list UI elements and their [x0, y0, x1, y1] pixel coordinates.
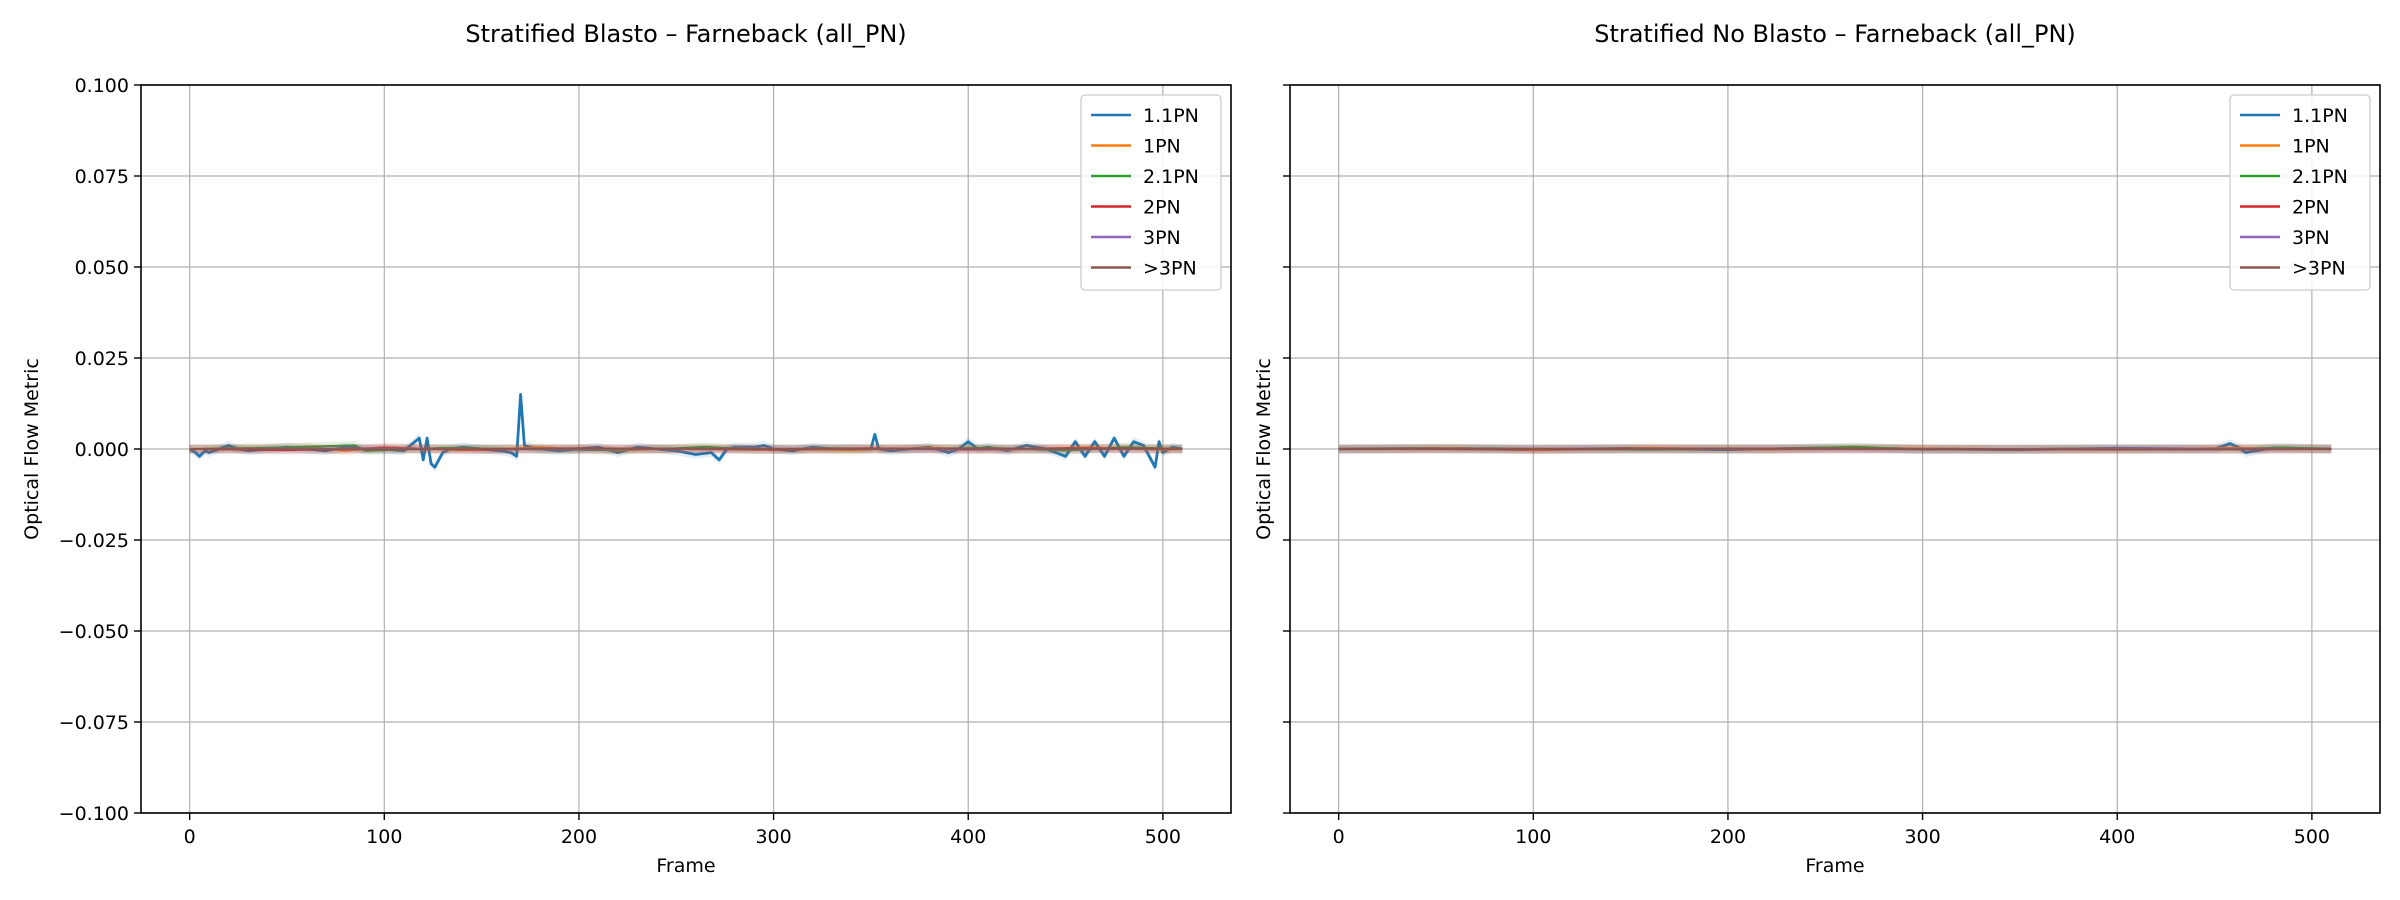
chart-panel-2: 0 100 200 300 400 500 Stratified No Blasto – F…	[1253, 20, 2381, 877]
y-axis-label: Optical Flow Metric	[1253, 358, 1275, 540]
legend-label: 1PN	[2292, 136, 2330, 158]
x-tick-label: 300	[1904, 826, 1940, 848]
chart-panel-1: 0 100 200 300 400 500 −0.100 −0.075 −0.050 −0.025…	[21, 20, 1232, 877]
y-tick-label: 0.000	[75, 439, 129, 461]
legend-label: 1PN	[1143, 136, 1181, 158]
legend-label: >3PN	[2292, 258, 2346, 280]
x-tick-label: 300	[755, 826, 791, 848]
legend-label: 1.1PN	[1143, 105, 1199, 127]
y-tick-label: −0.025	[59, 530, 129, 552]
legend-label: 3PN	[1143, 227, 1181, 249]
x-tick-label: 500	[2294, 826, 2330, 848]
legend-label: 3PN	[2292, 227, 2330, 249]
x-tick-label: 400	[2099, 826, 2135, 848]
y-tick-label: 0.025	[75, 348, 129, 370]
x-tick-label: 0	[184, 826, 196, 848]
legend-box	[1080, 94, 1222, 291]
x-tick-label: 200	[1710, 826, 1746, 848]
x-axis-label: Frame	[1805, 855, 1864, 877]
legend-label: 2.1PN	[2292, 166, 2348, 188]
legend-label: 2PN	[1143, 197, 1181, 219]
legend-label: >3PN	[1143, 258, 1197, 280]
y-tick-label: 0.075	[75, 166, 129, 188]
legend-label: 2PN	[2292, 197, 2330, 219]
y-tick-label: −0.075	[59, 712, 129, 734]
y-tick-label: −0.100	[59, 803, 129, 825]
legend-box	[2229, 94, 2371, 291]
series-line->3PN	[1338, 447, 2332, 451]
x-tick-label: 400	[950, 826, 986, 848]
legend-label: 2.1PN	[1143, 166, 1199, 188]
legend: 1.1PN 1PN 2.1PN 2PN 3PN >3PN	[2229, 94, 2371, 291]
x-tick-label: 0	[1333, 826, 1345, 848]
chart-title: Stratified No Blasto – Farneback (all_PN…	[1594, 20, 2076, 48]
y-tick-label: −0.050	[59, 621, 129, 643]
legend-label: 1.1PN	[2292, 105, 2348, 127]
y-tick-label: 0.050	[75, 257, 129, 279]
x-tick-label: 100	[1515, 826, 1551, 848]
y-tick-label: 0.100	[75, 75, 129, 97]
x-tick-label: 500	[1145, 826, 1181, 848]
legend: 1.1PN 1PN 2.1PN 2PN 3PN >3PN	[1080, 94, 1222, 291]
series-band-1.1PN	[189, 390, 1183, 472]
x-tick-label: 200	[561, 826, 597, 848]
x-tick-label: 100	[366, 826, 402, 848]
chart-title: Stratified Blasto – Farneback (all_PN)	[465, 20, 906, 48]
y-axis-label: Optical Flow Metric	[21, 358, 43, 540]
series-line->3PN	[189, 447, 1183, 451]
x-axis-label: Frame	[656, 855, 715, 877]
